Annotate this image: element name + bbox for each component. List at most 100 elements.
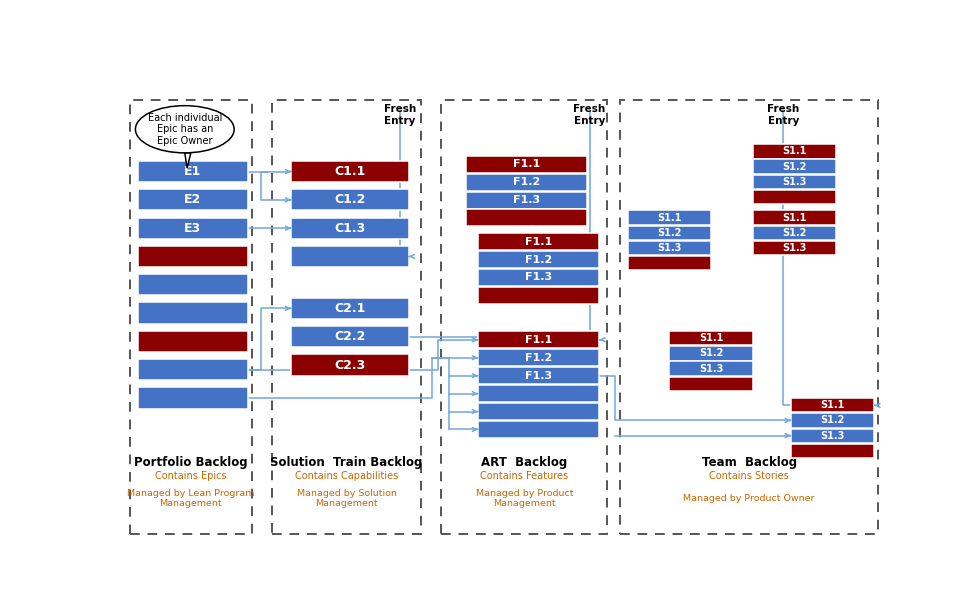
- FancyBboxPatch shape: [478, 331, 600, 348]
- Text: C2.3: C2.3: [334, 359, 366, 371]
- FancyBboxPatch shape: [478, 251, 600, 268]
- FancyBboxPatch shape: [627, 226, 711, 240]
- Text: S1.2: S1.2: [658, 227, 681, 238]
- FancyBboxPatch shape: [137, 246, 248, 267]
- Text: S1.3: S1.3: [820, 430, 845, 441]
- Text: F1.3: F1.3: [525, 272, 553, 283]
- Text: S1.2: S1.2: [782, 227, 807, 238]
- FancyBboxPatch shape: [478, 349, 600, 366]
- Text: C1.2: C1.2: [334, 193, 366, 207]
- FancyBboxPatch shape: [478, 421, 600, 438]
- Text: S1.2: S1.2: [699, 348, 723, 359]
- Text: Fresh
Entry: Fresh Entry: [383, 104, 416, 126]
- FancyBboxPatch shape: [291, 189, 409, 210]
- FancyBboxPatch shape: [753, 144, 836, 159]
- FancyBboxPatch shape: [478, 233, 600, 250]
- FancyBboxPatch shape: [627, 256, 711, 270]
- Text: Managed by Solution
Management: Managed by Solution Management: [297, 489, 397, 508]
- FancyBboxPatch shape: [627, 241, 711, 255]
- FancyBboxPatch shape: [791, 428, 874, 443]
- FancyBboxPatch shape: [291, 246, 409, 267]
- Text: F1.2: F1.2: [525, 352, 553, 363]
- Text: E3: E3: [184, 222, 201, 235]
- Text: S1.1: S1.1: [820, 400, 845, 410]
- FancyBboxPatch shape: [137, 189, 248, 210]
- Text: Fresh
Entry: Fresh Entry: [573, 104, 606, 126]
- FancyBboxPatch shape: [669, 376, 753, 390]
- FancyBboxPatch shape: [753, 159, 836, 173]
- Text: S1.1: S1.1: [782, 147, 807, 156]
- FancyBboxPatch shape: [669, 346, 753, 360]
- FancyBboxPatch shape: [137, 331, 248, 352]
- Text: S1.3: S1.3: [782, 243, 807, 253]
- Text: S1.3: S1.3: [699, 364, 723, 373]
- Text: F1.3: F1.3: [513, 195, 540, 205]
- FancyBboxPatch shape: [791, 398, 874, 413]
- Text: F1.2: F1.2: [525, 254, 553, 265]
- FancyBboxPatch shape: [791, 413, 874, 428]
- Text: S1.1: S1.1: [658, 213, 681, 223]
- FancyBboxPatch shape: [466, 191, 587, 208]
- FancyBboxPatch shape: [791, 444, 874, 458]
- Text: S1.2: S1.2: [820, 416, 845, 425]
- FancyBboxPatch shape: [669, 362, 753, 376]
- Text: Managed by Product
Management: Managed by Product Management: [475, 489, 573, 508]
- FancyBboxPatch shape: [291, 298, 409, 319]
- Text: Contains Epics: Contains Epics: [155, 471, 226, 481]
- Text: F1.2: F1.2: [513, 177, 540, 187]
- FancyBboxPatch shape: [478, 367, 600, 384]
- Text: S1.2: S1.2: [782, 162, 807, 172]
- Text: Contains Features: Contains Features: [480, 471, 568, 481]
- FancyBboxPatch shape: [137, 302, 248, 324]
- FancyBboxPatch shape: [466, 173, 587, 191]
- FancyBboxPatch shape: [137, 218, 248, 238]
- FancyBboxPatch shape: [753, 241, 836, 255]
- Text: E2: E2: [184, 193, 201, 207]
- FancyBboxPatch shape: [753, 226, 836, 240]
- Text: F1.1: F1.1: [525, 237, 553, 246]
- Text: C2.2: C2.2: [334, 330, 366, 343]
- Text: S1.1: S1.1: [699, 333, 723, 343]
- Text: Solution  Train Backlog: Solution Train Backlog: [270, 457, 422, 470]
- Text: ART  Backlog: ART Backlog: [481, 457, 567, 470]
- Text: F1.3: F1.3: [525, 371, 553, 381]
- Text: E1: E1: [184, 165, 201, 178]
- FancyBboxPatch shape: [137, 274, 248, 295]
- Text: C1.1: C1.1: [334, 165, 366, 178]
- Text: C2.1: C2.1: [334, 302, 366, 315]
- Text: Contains Stories: Contains Stories: [710, 471, 789, 481]
- Text: Fresh
Entry: Fresh Entry: [767, 104, 800, 126]
- Text: Managed by Product Owner: Managed by Product Owner: [683, 494, 814, 503]
- Polygon shape: [185, 153, 191, 168]
- Text: S1.3: S1.3: [658, 243, 681, 253]
- FancyBboxPatch shape: [137, 359, 248, 380]
- FancyBboxPatch shape: [753, 175, 836, 189]
- Text: S1.1: S1.1: [782, 213, 807, 223]
- Text: Contains Capabilities: Contains Capabilities: [295, 471, 398, 481]
- FancyBboxPatch shape: [669, 331, 753, 346]
- Text: C1.3: C1.3: [334, 222, 366, 235]
- FancyBboxPatch shape: [466, 210, 587, 226]
- FancyBboxPatch shape: [753, 189, 836, 204]
- FancyBboxPatch shape: [753, 210, 836, 224]
- FancyBboxPatch shape: [137, 161, 248, 182]
- FancyBboxPatch shape: [478, 403, 600, 420]
- Text: Managed by Lean Program
Management: Managed by Lean Program Management: [127, 489, 255, 508]
- Text: Portfolio Backlog: Portfolio Backlog: [134, 457, 248, 470]
- FancyBboxPatch shape: [291, 161, 409, 182]
- Text: Each individual
Epic has an
Epic Owner: Each individual Epic has an Epic Owner: [148, 113, 221, 146]
- FancyBboxPatch shape: [291, 218, 409, 238]
- FancyBboxPatch shape: [627, 210, 711, 224]
- FancyBboxPatch shape: [291, 326, 409, 348]
- FancyBboxPatch shape: [291, 354, 409, 376]
- FancyBboxPatch shape: [466, 156, 587, 173]
- FancyBboxPatch shape: [478, 287, 600, 304]
- FancyBboxPatch shape: [478, 269, 600, 286]
- Text: S1.3: S1.3: [782, 177, 807, 186]
- Text: F1.1: F1.1: [513, 159, 540, 169]
- Text: F1.1: F1.1: [525, 335, 553, 345]
- Ellipse shape: [135, 105, 234, 153]
- FancyBboxPatch shape: [478, 385, 600, 402]
- Text: Team  Backlog: Team Backlog: [702, 457, 797, 470]
- FancyBboxPatch shape: [137, 387, 248, 409]
